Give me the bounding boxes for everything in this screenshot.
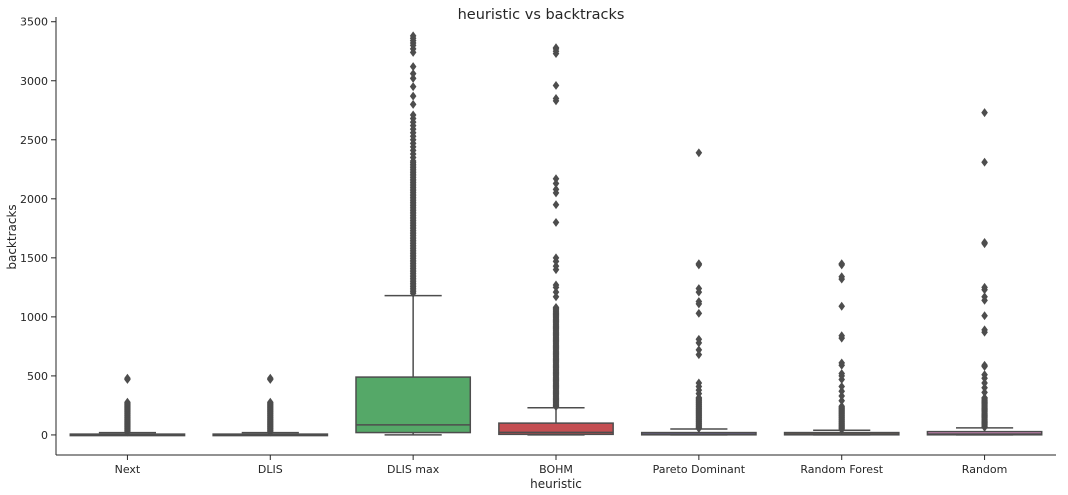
y-tick-label: 2500 bbox=[20, 134, 48, 147]
y-tick-label: 2000 bbox=[20, 193, 48, 206]
outlier-point bbox=[552, 184, 560, 194]
outlier-point bbox=[695, 378, 703, 388]
outlier-point bbox=[552, 280, 560, 290]
outlier-point bbox=[981, 311, 988, 321]
outlier-point bbox=[552, 200, 560, 210]
iqr-box bbox=[355, 376, 472, 434]
outlier-point bbox=[695, 148, 703, 158]
outlier-point bbox=[552, 81, 560, 90]
outlier-point bbox=[552, 174, 560, 184]
outlier-point bbox=[409, 82, 417, 92]
outlier-point bbox=[695, 284, 703, 293]
x-tick-label: DLIS bbox=[258, 463, 283, 476]
box-random-forest bbox=[783, 259, 900, 436]
outlier-point bbox=[838, 391, 846, 401]
outlier-point bbox=[838, 272, 846, 282]
outlier-point bbox=[981, 383, 988, 393]
outlier-point bbox=[981, 292, 988, 302]
outlier-point bbox=[552, 302, 560, 312]
outlier-point bbox=[124, 373, 131, 383]
box-random bbox=[926, 108, 1043, 436]
outlier-point bbox=[838, 386, 846, 396]
y-tick-label: 3000 bbox=[20, 75, 48, 88]
outlier-point bbox=[552, 94, 560, 103]
outlier-point bbox=[838, 331, 846, 341]
outlier-point bbox=[695, 259, 703, 269]
outlier-point bbox=[552, 179, 560, 188]
outlier-point bbox=[409, 62, 417, 72]
outlier-point bbox=[552, 292, 560, 302]
outlier-point bbox=[266, 397, 274, 407]
box-dlis-max bbox=[355, 31, 472, 436]
plot-area bbox=[69, 31, 1043, 437]
outlier-point bbox=[981, 360, 988, 370]
outlier-point bbox=[552, 261, 560, 271]
outlier-point bbox=[124, 397, 131, 407]
outlier-point bbox=[409, 99, 417, 109]
outlier-point bbox=[266, 373, 274, 383]
outlier-point bbox=[981, 370, 988, 380]
y-tick-label: 3500 bbox=[20, 16, 48, 29]
x-tick-label: DLIS max bbox=[387, 463, 440, 476]
x-tick-label: Next bbox=[115, 463, 141, 476]
box-pareto-dominant bbox=[640, 148, 757, 436]
y-axis-label: backtracks bbox=[5, 204, 19, 269]
box-bohm bbox=[498, 43, 614, 436]
outlier-point bbox=[409, 31, 417, 41]
box-next bbox=[69, 373, 186, 437]
outlier-point bbox=[838, 358, 846, 368]
outlier-point bbox=[838, 401, 846, 411]
y-tick-label: 1500 bbox=[20, 252, 48, 265]
outlier-point bbox=[838, 259, 846, 269]
chart-title: heuristic vs backtracks bbox=[458, 7, 625, 23]
y-tick-label: 500 bbox=[27, 370, 48, 383]
outlier-point bbox=[695, 308, 703, 318]
outlier-point bbox=[695, 345, 703, 355]
outlier-point bbox=[552, 253, 560, 263]
outlier-point bbox=[409, 69, 417, 79]
outlier-point bbox=[981, 387, 988, 397]
x-tick-label: Pareto Dominant bbox=[653, 463, 746, 476]
y-tick-label: 1000 bbox=[20, 311, 48, 324]
outlier-point bbox=[552, 287, 560, 297]
outlier-point bbox=[409, 110, 417, 120]
x-tick-label: Random bbox=[962, 463, 1008, 476]
outlier-point bbox=[552, 43, 560, 53]
x-axis-ticks: Next DLIS DLIS max BOHM Pareto Dominant Rando… bbox=[115, 455, 1008, 476]
y-tick-label: 0 bbox=[41, 429, 48, 442]
outlier-point bbox=[409, 91, 417, 101]
outlier-point bbox=[695, 334, 703, 344]
outlier-point bbox=[981, 325, 988, 335]
outlier-point bbox=[838, 396, 846, 406]
outlier-point bbox=[695, 297, 703, 306]
outlier-point bbox=[981, 282, 988, 292]
box-dlis bbox=[212, 373, 329, 437]
outlier-point bbox=[838, 382, 846, 391]
outlier-point bbox=[981, 238, 988, 247]
iqr-box bbox=[498, 422, 614, 436]
x-tick-label: BOHM bbox=[539, 463, 573, 476]
outlier-point bbox=[552, 217, 560, 227]
outlier-point bbox=[409, 73, 417, 83]
outlier-point bbox=[838, 301, 846, 311]
outlier-point bbox=[838, 369, 846, 378]
outlier-point bbox=[695, 350, 703, 360]
outlier-point bbox=[981, 157, 988, 167]
outlier-point bbox=[981, 393, 988, 403]
y-axis-ticks: 0 500 1000 1500 2000 2500 3000 3500 bbox=[20, 16, 56, 442]
outlier-point bbox=[981, 108, 988, 118]
outlier-point bbox=[981, 378, 988, 388]
x-axis-label: heuristic bbox=[530, 477, 582, 491]
x-tick-label: Random Forest bbox=[800, 463, 883, 476]
